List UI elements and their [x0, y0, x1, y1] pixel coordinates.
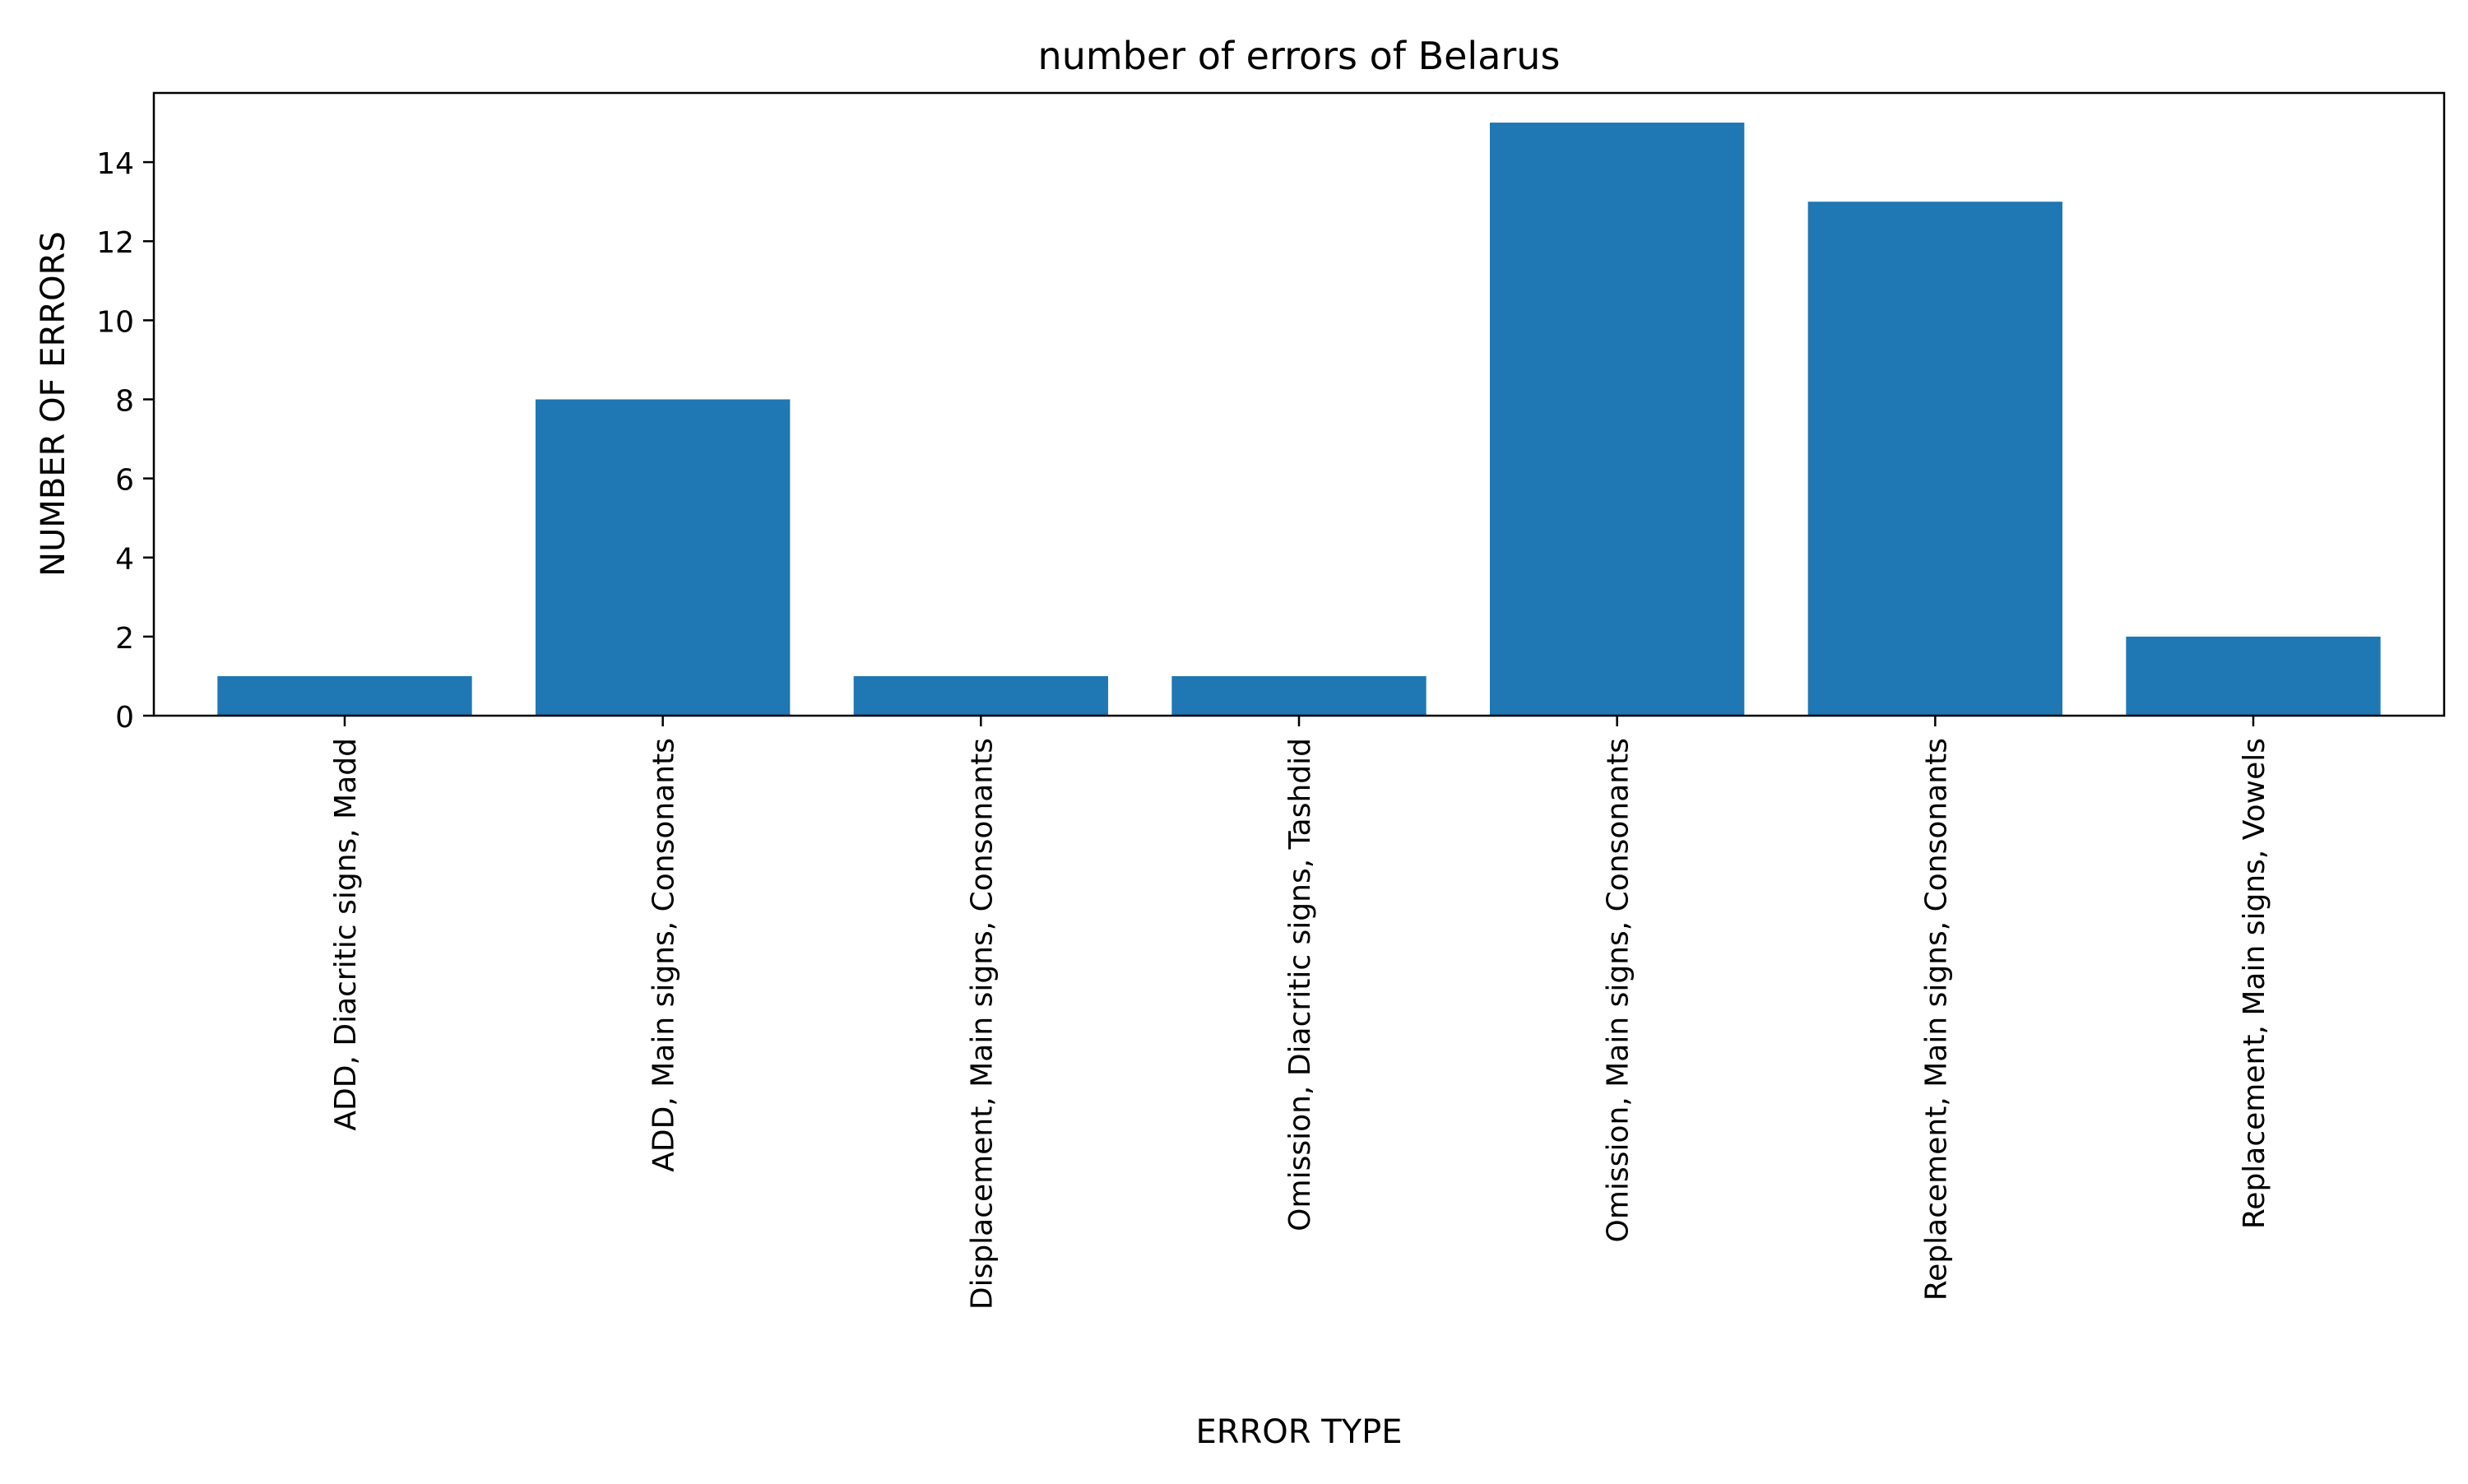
x-tick-label: Omission, Diacritic signs, Tashdid [1283, 738, 1317, 1231]
x-tick-label: ADD, Main signs, Consonants [647, 738, 681, 1172]
y-tick-label: 6 [115, 464, 134, 498]
y-tick-label: 14 [96, 147, 134, 181]
bars-layer [217, 123, 2381, 716]
bar [1171, 675, 1427, 716]
y-tick-label: 0 [115, 701, 134, 735]
x-tick-label: Replacement, Main signs, Consonants [1919, 738, 1953, 1301]
plot-frame [152, 91, 2446, 717]
bar [853, 675, 1108, 716]
y-tick-label: 12 [96, 226, 134, 260]
x-tick-label: Replacement, Main signs, Vowels [2238, 738, 2271, 1229]
y-axis-label: NUMBER OF ERRORS [35, 231, 72, 577]
bar [536, 399, 791, 716]
y-tick-label: 8 [115, 384, 134, 418]
x-tick-label: ADD, Diacritic signs, Madd [329, 738, 363, 1131]
x-axis-label: ERROR TYPE [1195, 1413, 1402, 1451]
y-axis: 0 2 4 6 8 10 12 14 [96, 147, 154, 735]
x-axis: ADD, Diacritic signs, Madd ADD, Main sign… [329, 716, 2271, 1310]
x-tick-label: Omission, Main signs, Consonants [1602, 738, 1635, 1242]
y-tick-label: 4 [115, 543, 134, 577]
bar [217, 675, 472, 716]
bar [2126, 636, 2381, 716]
bar [1490, 123, 1745, 716]
y-tick-label: 2 [115, 622, 134, 656]
chart-title: number of errors of Belarus [1038, 34, 1561, 78]
bar [1807, 202, 2062, 716]
x-tick-label: Displacement, Main signs, Consonants [965, 738, 999, 1310]
y-tick-label: 10 [96, 305, 134, 339]
